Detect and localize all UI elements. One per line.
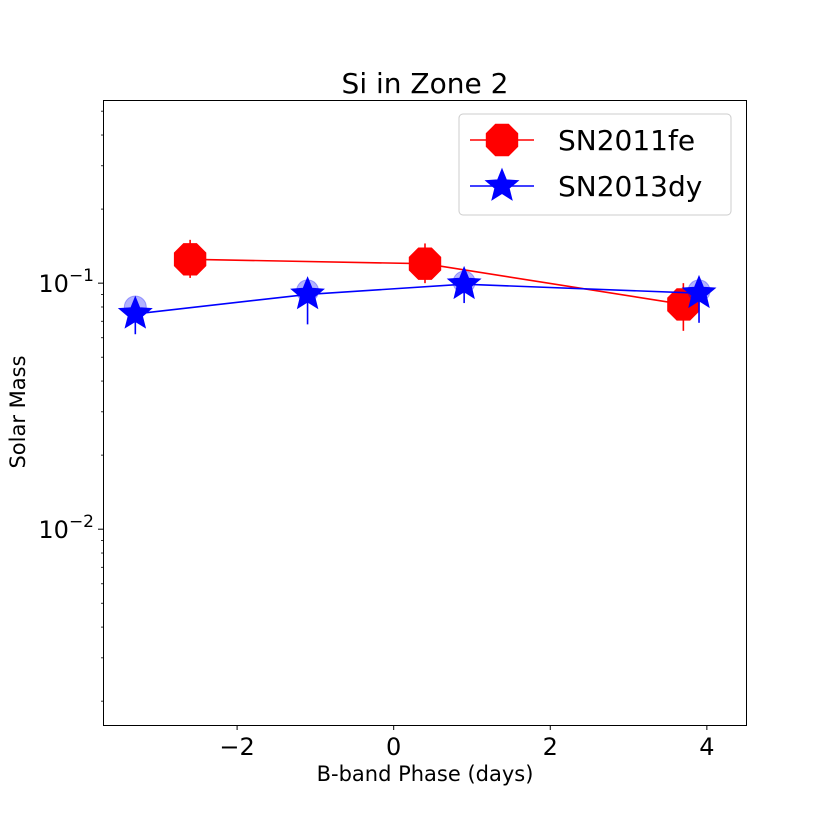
series-sn2013dy	[117, 265, 717, 335]
sn2011fe-point-0	[173, 243, 207, 276]
x-axis-label: B-band Phase (days)	[317, 762, 534, 786]
axis-ticks: −2 0 2 410−110−2	[38, 266, 714, 761]
chart-title: Si in Zone 2	[342, 67, 509, 100]
y-axis-label: Solar Mass	[6, 355, 30, 468]
legend-label-sn2011fe: SN2011fe	[558, 124, 695, 157]
legend-label-sn2013dy: SN2013dy	[558, 170, 702, 203]
y-tick-base-1: 10	[38, 516, 69, 544]
series-layer	[117, 239, 717, 335]
plot-frame	[103, 100, 747, 726]
sn2013dy-line	[135, 283, 700, 315]
y-tick-label-1: 10−2	[38, 512, 94, 544]
x-tick-label-0: −2	[219, 733, 254, 761]
sn2011fe-point-1	[408, 247, 442, 280]
y-tick-exponent-0: −1	[69, 266, 94, 286]
sn2013dy-point-0	[117, 295, 153, 329]
sn2013dy-point-1	[290, 276, 325, 310]
sn2013dy-point-2	[446, 265, 482, 300]
x-tick-label-2: 2	[543, 733, 558, 761]
x-tick-label-3: 4	[699, 733, 714, 761]
y-tick-base-0: 10	[38, 270, 69, 298]
legend-entry-sn2013dy: SN2013dy	[470, 167, 702, 203]
legend-marker-sn2013dy	[484, 167, 520, 201]
x-tick-label-1: 0	[386, 733, 401, 761]
sn2013dy-point-3	[681, 274, 717, 309]
y-tick-exponent-1: −2	[69, 512, 94, 532]
legend-marker-sn2011fe	[485, 123, 519, 157]
legend-entry-sn2011fe: SN2011fe	[470, 123, 695, 157]
y-tick-label-0: 10−1	[38, 266, 94, 298]
legend: SN2011fe SN2013dy	[458, 113, 732, 216]
